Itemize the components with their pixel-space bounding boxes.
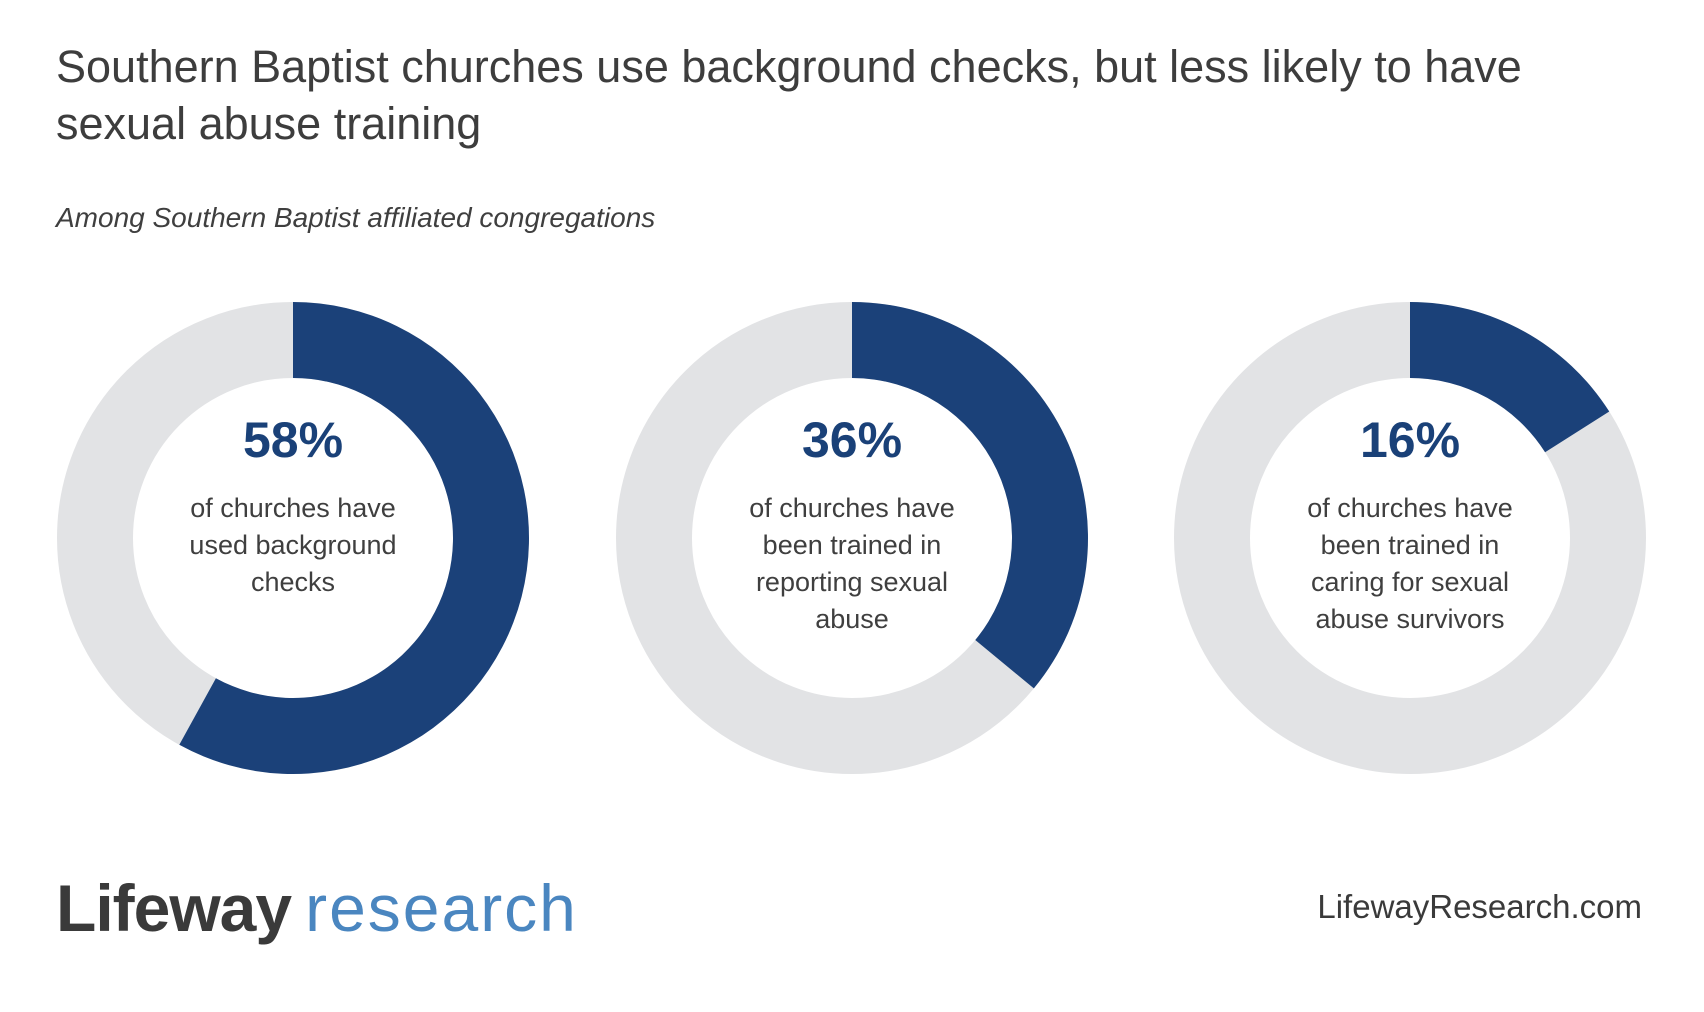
donut-description: of churches have used background checks xyxy=(189,493,397,597)
logo-secondary-text: research xyxy=(305,871,578,945)
donut-svg xyxy=(57,302,529,774)
lifeway-research-logo: Lifeway research xyxy=(56,868,578,948)
chart-title: Southern Baptist churches use background… xyxy=(56,41,1522,149)
donut-description: of churches have been trained in caring … xyxy=(1307,493,1513,634)
donut-chart-caring-training: 16% of churches have been trained in car… xyxy=(1172,300,1648,776)
donut-svg xyxy=(616,302,1088,774)
logo-primary-text: Lifeway xyxy=(56,871,292,945)
donut-chart-background-checks: 58% of churches have used background che… xyxy=(55,300,531,776)
donut-percent-label: 58% xyxy=(242,412,344,468)
donut-center-text: 58% of churches have used background che… xyxy=(174,412,412,601)
donut-percent-label: 36% xyxy=(801,412,903,468)
donut-svg xyxy=(1174,302,1646,774)
donut-percent-label: 16% xyxy=(1359,412,1461,468)
donut-description: of churches have been trained in reporti… xyxy=(749,493,955,634)
chart-subtitle: Among Southern Baptist affiliated congre… xyxy=(56,202,656,233)
donut-chart-reporting-training: 36% of churches have been trained in rep… xyxy=(614,300,1090,776)
website-url: LifewayResearch.com xyxy=(1317,888,1642,925)
donut-center-text: 36% of churches have been trained in rep… xyxy=(733,412,971,638)
donut-slice-filled xyxy=(852,302,1088,689)
donut-charts: 58% of churches have used background che… xyxy=(0,300,1704,790)
donut-slice-filled xyxy=(179,302,529,774)
donut-slice-filled xyxy=(1410,302,1610,453)
donut-center-text: 16% of churches have been trained in car… xyxy=(1291,412,1529,638)
